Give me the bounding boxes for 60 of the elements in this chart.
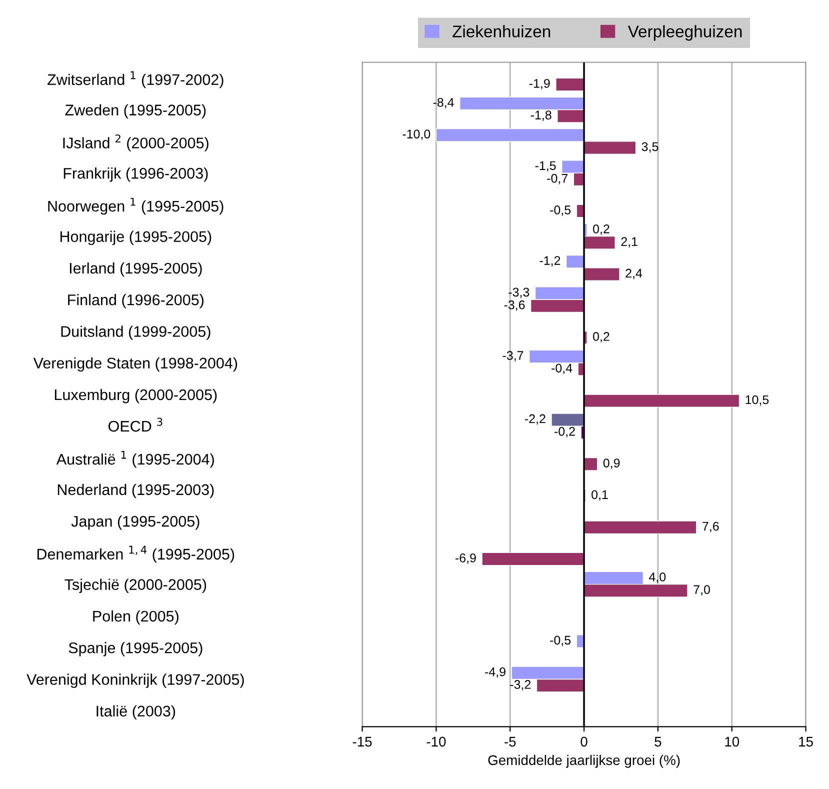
data-label: -1,9 bbox=[529, 78, 550, 90]
y-tick-label: Nederland (1995-2003) bbox=[58, 484, 214, 498]
y-tick-label: Verenigde Staten (1998-2004) bbox=[33, 357, 238, 372]
data-label: 0,1 bbox=[592, 490, 608, 501]
data-label: 4,0 bbox=[649, 572, 666, 583]
x-tick-label: 5 bbox=[654, 736, 662, 747]
data-label: -0,5 bbox=[550, 636, 571, 646]
y-tick-label: Verenigd Koninkrijk (1997-2005) bbox=[26, 674, 244, 688]
x-tick-label: -15 bbox=[352, 736, 372, 747]
y-tick-label: OECD $^{3}$ bbox=[108, 418, 162, 432]
x-tick-label: 10 bbox=[725, 736, 740, 747]
data-label: 2,1 bbox=[621, 237, 638, 248]
data-label: -3,7 bbox=[502, 351, 524, 362]
y-tick-label: Denemarken $^{1,4}$ (1995-2005) bbox=[37, 546, 234, 563]
y-tick-label: Zweden (1995-2005) bbox=[65, 104, 206, 118]
y-tick-label: IJsland $^{2}$ (2000-2005) bbox=[63, 134, 208, 152]
y-tick-label: Polen (2005) bbox=[93, 610, 178, 625]
data-label: 0,2 bbox=[593, 224, 610, 235]
y-tick-label: Luxemburg (2000-2005) bbox=[54, 388, 217, 404]
data-label: 3,5 bbox=[642, 142, 658, 153]
y-tick-label: Finland (1996-2005) bbox=[68, 294, 204, 308]
x-axis-title: Gemiddelde jaarlijkse groei (%) bbox=[488, 754, 680, 768]
y-tick-label: Hongarije (1995-2005) bbox=[60, 230, 212, 246]
y-tick-label: Japan (1995-2005) bbox=[71, 516, 200, 530]
data-label: 7,0 bbox=[694, 585, 710, 596]
data-label: -3,3 bbox=[508, 288, 530, 298]
data-label: -1,8 bbox=[530, 110, 552, 121]
data-label: -4,9 bbox=[485, 667, 506, 678]
y-tick-label: Spanje (1995-2005) bbox=[68, 642, 202, 656]
data-label: -0,2 bbox=[554, 426, 575, 438]
data-label: -6,9 bbox=[455, 554, 476, 564]
data-label: -8,4 bbox=[433, 98, 454, 108]
y-tick-label: Ierland (1995-2005) bbox=[70, 262, 202, 277]
data-label: 2,4 bbox=[626, 268, 642, 280]
y-tick-label: Tsjechië (2000-2005) bbox=[64, 578, 206, 594]
x-tick-label: 15 bbox=[799, 736, 813, 747]
y-tick-label: Noorwegen $^{1}$ (1995-2005) bbox=[48, 198, 224, 215]
y-tick-label: Duitsland (1999-2005) bbox=[61, 326, 210, 340]
y-tick-label: Frankrijk (1996-2003) bbox=[64, 168, 208, 182]
x-tick-label: -10 bbox=[426, 736, 446, 747]
data-label: -1,5 bbox=[535, 161, 556, 172]
data-label: -10,0 bbox=[402, 130, 430, 140]
data-label: 10,5 bbox=[746, 395, 769, 406]
y-tick-label: Italië (2003) bbox=[96, 705, 176, 720]
data-label: 0,2 bbox=[593, 332, 610, 342]
data-label: -1,2 bbox=[540, 256, 560, 266]
y-tick-label: Australië $^{1}$ (1995-2004) bbox=[56, 450, 214, 468]
x-tick-label: -5 bbox=[504, 736, 516, 747]
legend-label: Verpleeghuizen bbox=[628, 25, 742, 41]
data-label: 0,9 bbox=[603, 458, 620, 469]
y-tick-label: Zwitserland $^{1}$ (1997-2002) bbox=[48, 71, 224, 88]
data-label: -2,2 bbox=[524, 414, 546, 425]
data-label: -0,5 bbox=[550, 206, 571, 216]
legend-label: Ziekenhuizen bbox=[452, 25, 550, 38]
data-label: -3,6 bbox=[504, 300, 525, 311]
x-tick-label: 0 bbox=[580, 736, 588, 747]
data-label: -0,7 bbox=[547, 174, 568, 184]
data-label: -0,4 bbox=[552, 364, 572, 374]
data-label: -3,2 bbox=[510, 680, 531, 690]
data-label: 7,6 bbox=[702, 522, 719, 532]
